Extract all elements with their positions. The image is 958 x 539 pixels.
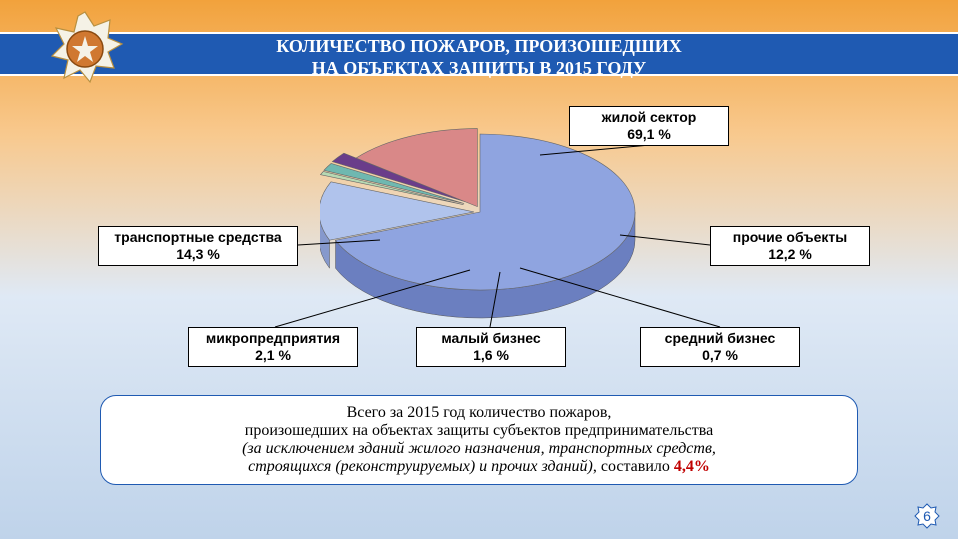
summary-line-4a: строящихся (реконструируемых) и прочих з… xyxy=(248,458,593,475)
pie-label-housing: жилой сектор69,1 % xyxy=(569,106,729,146)
summary-box: Всего за 2015 год количество пожаров, пр… xyxy=(100,395,858,485)
pie-label-medium: средний бизнес0,7 % xyxy=(640,327,800,367)
summary-line-4b: , составило xyxy=(593,458,674,475)
title-line-2: НА ОБЪЕКТАХ ЗАЩИТЫ В 2015 ГОДУ xyxy=(312,58,647,78)
pie-chart-area: жилой сектор69,1 % прочие объекты12,2 % ср… xyxy=(0,82,958,382)
page-number: 6 xyxy=(923,508,931,524)
page-number-badge: 6 xyxy=(914,503,940,529)
mchs-emblem-icon xyxy=(46,10,124,88)
pie-3d xyxy=(320,122,640,332)
title-line-1: КОЛИЧЕСТВО ПОЖАРОВ, ПРОИЗОШЕДШИХ xyxy=(276,36,681,56)
title-bar: КОЛИЧЕСТВО ПОЖАРОВ, ПРОИЗОШЕДШИХ НА ОБЪЕ… xyxy=(0,32,958,76)
pie-label-micro: микропредприятия2,1 % xyxy=(188,327,358,367)
page-title: КОЛИЧЕСТВО ПОЖАРОВ, ПРОИЗОШЕДШИХ НА ОБЪЕ… xyxy=(0,34,958,79)
summary-line-1: Всего за 2015 год количество пожаров, xyxy=(347,404,612,421)
pie-label-transport: транспортные средства14,3 % xyxy=(98,226,298,266)
summary-highlight: 4,4% xyxy=(674,458,710,475)
summary-line-2: произошедших на объектах защиты субъекто… xyxy=(245,422,713,439)
pie-label-other: прочие объекты12,2 % xyxy=(710,226,870,266)
summary-line-3: (за исключением зданий жилого назначения… xyxy=(242,440,716,457)
pie-label-small: малый бизнес1,6 % xyxy=(416,327,566,367)
